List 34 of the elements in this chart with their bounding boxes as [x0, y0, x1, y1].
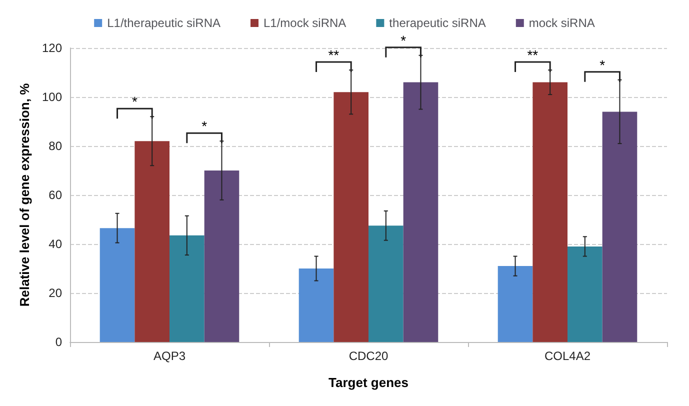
x-tick-label: AQP3: [153, 349, 186, 363]
annotation: *: [132, 94, 138, 110]
annotation: **: [527, 47, 539, 64]
x-tick-label: COL4A2: [544, 349, 591, 363]
bar: [100, 228, 135, 342]
bar: [204, 170, 240, 342]
y-tick-label: 100: [42, 90, 62, 104]
bar: [298, 268, 334, 342]
y-tick-label: 120: [42, 41, 62, 55]
legend-label: mock siRNA: [528, 16, 595, 30]
annotation: **: [328, 47, 340, 64]
bar: [368, 226, 404, 342]
y-axis-title: Relative level of gene expression, %: [17, 82, 32, 307]
bar: [602, 112, 638, 342]
annotation: *: [202, 118, 208, 134]
y-tick-label: 60: [48, 188, 62, 202]
bar: [334, 92, 368, 342]
legend-label: therapeutic siRNA: [389, 16, 486, 30]
x-tick-label: CDC20: [348, 349, 388, 363]
bar: [170, 235, 204, 342]
bar: [568, 246, 602, 342]
y-tick-label: 40: [48, 237, 62, 251]
x-axis-title: Target genes: [328, 375, 408, 390]
bar: [498, 266, 533, 342]
annotation: *: [600, 56, 606, 73]
bar: [532, 82, 568, 342]
text: *: [400, 32, 407, 48]
legend-label: L1/mock siRNA: [263, 16, 346, 30]
bar: [134, 141, 170, 342]
y-tick-label: 0: [55, 335, 62, 349]
y-tick-label: 80: [48, 139, 62, 153]
legend-label: L1/therapeutic siRNA: [107, 16, 220, 30]
y-tick-label: 20: [48, 286, 62, 300]
bar: [403, 82, 438, 342]
